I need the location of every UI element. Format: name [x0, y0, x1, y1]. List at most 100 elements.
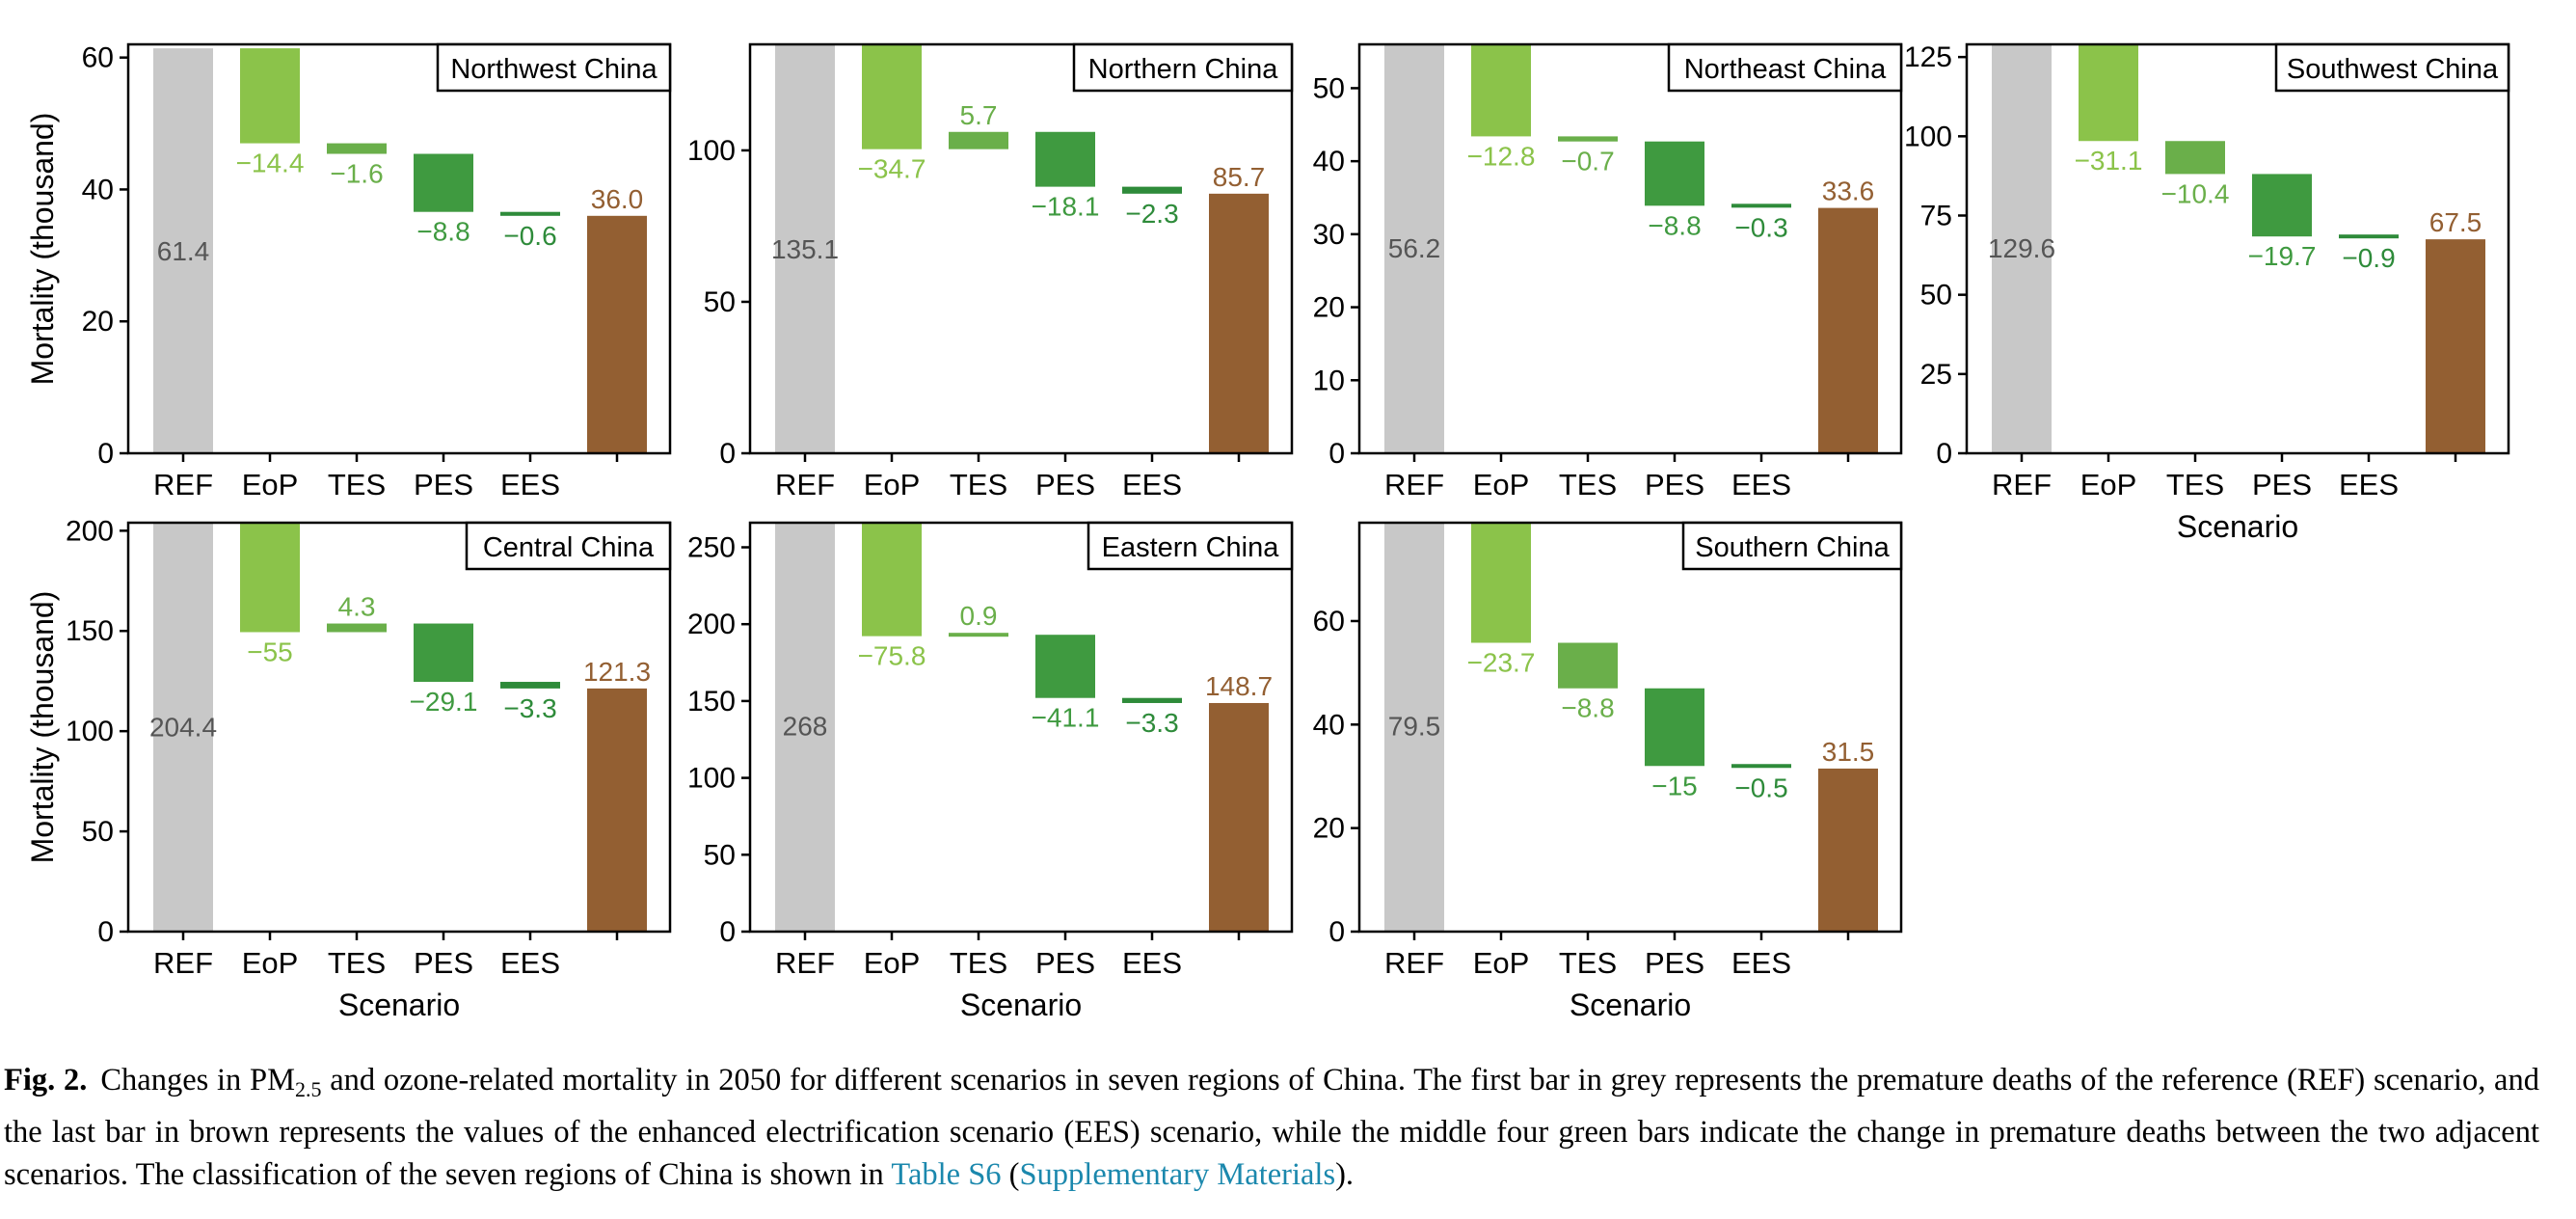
region-title-box [436, 42, 672, 93]
data-label-ees: −0.6 [503, 221, 556, 251]
y-tick-label: 150 [687, 686, 736, 718]
x-tick-label-eop: EoP [1473, 946, 1530, 980]
x-tick-label-pes: PES [414, 946, 473, 980]
x-tick-label-ees: EES [2339, 468, 2399, 501]
data-label-tes: −1.6 [330, 159, 383, 189]
data-label-ees-result: 36.0 [591, 184, 644, 214]
x-tick-label-tes: TES [950, 946, 1007, 980]
bar-eop [1471, 44, 1531, 137]
data-label-eop: −31.1 [2075, 146, 2143, 176]
y-tick-label: 20 [1313, 292, 1345, 324]
x-tick-label-pes: PES [1035, 468, 1095, 501]
figure-panels: 61.4 −14.4 −1.6 −8.8 −0.6 36.0 0 20 40 60 REF EoP TE… [25, 41, 2510, 1022]
data-label-ref: 129.6 [1988, 233, 2055, 263]
y-axis-label: Mortality (thousand) [25, 591, 60, 864]
plot-frame [126, 42, 672, 455]
x-tick-label-eop: EoP [864, 468, 921, 501]
data-label-ref: 79.5 [1388, 712, 1441, 742]
data-label-eop: −75.8 [858, 641, 926, 671]
y-tick-label: 0 [97, 916, 114, 948]
y-tick-label: 0 [1328, 916, 1345, 948]
region-title: Southwest China [2287, 54, 2499, 85]
y-tick-label: 200 [687, 609, 736, 640]
bar-ref [775, 523, 835, 932]
data-label-ref: 135.1 [771, 234, 839, 264]
bar-eop [862, 523, 922, 637]
x-tick-label-ees: EES [500, 946, 560, 980]
x-tick-label-pes: PES [1645, 946, 1704, 980]
region-title: Northeast China [1684, 54, 1887, 85]
data-label-ees-result: 67.5 [2429, 207, 2482, 237]
region-title-box [1681, 521, 1903, 571]
bar-ees-result [1209, 702, 1269, 932]
data-label-pes: −19.7 [2248, 241, 2317, 271]
data-label-eop: −23.7 [1467, 648, 1536, 678]
chart-panel-3: 56.2 −12.8 −0.7 −8.8 −0.3 33.6 0 10 20 30 40 50 REF E… [1313, 42, 1903, 501]
y-tick-label: 40 [1313, 146, 1345, 177]
caption-subscript: 2.5 [294, 1077, 322, 1101]
y-tick-label: 250 [687, 532, 736, 564]
plot-frame [1357, 42, 1903, 455]
bar-ref [153, 48, 213, 454]
bar-eop [862, 44, 922, 149]
y-tick-label: 100 [66, 716, 114, 747]
region-title-box [1087, 521, 1294, 571]
data-label-pes: −15 [1651, 771, 1698, 800]
plot-frame [1965, 42, 2510, 455]
x-tick-label-tes: TES [2166, 468, 2224, 501]
x-tick-label-eop: EoP [242, 468, 299, 501]
bar-pes [2252, 174, 2312, 237]
bar-eop [1471, 523, 1531, 643]
y-tick-label: 50 [704, 286, 736, 318]
table-s6-link[interactable]: Table S6 [891, 1157, 1002, 1192]
data-label-eop: −55 [247, 637, 293, 666]
y-tick-label: 0 [97, 438, 114, 470]
x-tick-label-pes: PES [2252, 468, 2312, 501]
bar-ref [1992, 44, 2052, 453]
data-label-ees: −3.3 [503, 693, 556, 723]
x-tick-label-eop: EoP [242, 946, 299, 980]
bar-ees [1122, 697, 1182, 703]
data-label-ees-result: 148.7 [1205, 671, 1273, 701]
chart-panel-2: 135.1 −34.7 5.7 −18.1 −2.3 85.7 0 50 100 REF EoP TE… [687, 42, 1294, 501]
caption-text-1: Changes in PM [100, 1063, 295, 1097]
y-tick-label: 100 [1904, 121, 1952, 152]
chart-panel-1: 61.4 −14.4 −1.6 −8.8 −0.6 36.0 0 20 40 60 REF EoP TE… [25, 42, 672, 501]
x-tick-label-ref: REF [1992, 468, 2052, 501]
bar-pes [1035, 131, 1095, 187]
y-tick-label: 75 [1920, 200, 1952, 231]
bar-eop [240, 48, 300, 144]
y-tick-label: 30 [1313, 219, 1345, 251]
y-tick-label: 0 [719, 438, 736, 470]
bar-pes [414, 153, 473, 212]
x-tick-label-ees: EES [1122, 946, 1182, 980]
y-tick-label: 20 [1313, 813, 1345, 845]
y-tick-label: 60 [1313, 606, 1345, 637]
x-tick-label-ref: REF [153, 468, 213, 501]
data-label-ees: −2.3 [1125, 199, 1178, 229]
data-label-tes: 0.9 [960, 601, 998, 631]
bar-ref [775, 44, 835, 453]
y-tick-label: 100 [687, 763, 736, 795]
bar-pes [1645, 688, 1704, 767]
region-title: Eastern China [1102, 532, 1280, 563]
bar-pes [414, 623, 473, 683]
data-label-tes: −10.4 [2161, 178, 2230, 208]
bar-tes [327, 143, 387, 154]
caption-label: Fig. 2. [4, 1063, 88, 1097]
region-title: Southern China [1695, 532, 1890, 563]
region-title-box [465, 521, 672, 571]
data-label-ref: 56.2 [1388, 233, 1441, 263]
x-tick-label-tes: TES [328, 468, 386, 501]
y-tick-label: 10 [1313, 365, 1345, 396]
supplementary-materials-link[interactable]: Supplementary Materials [1019, 1157, 1336, 1192]
x-axis-label: Scenario [338, 988, 460, 1022]
bar-ees-result [1209, 193, 1269, 454]
bar-ees [500, 211, 560, 216]
data-label-ees: −0.9 [2342, 243, 2395, 273]
y-axis-label: Mortality (thousand) [25, 113, 60, 386]
bar-ees-result [587, 688, 647, 932]
figure-caption: Fig. 2. Changes in PM2.5 and ozone-relate… [4, 1059, 2539, 1196]
x-tick-label-eop: EoP [1473, 468, 1530, 501]
bar-tes [1558, 642, 1618, 689]
